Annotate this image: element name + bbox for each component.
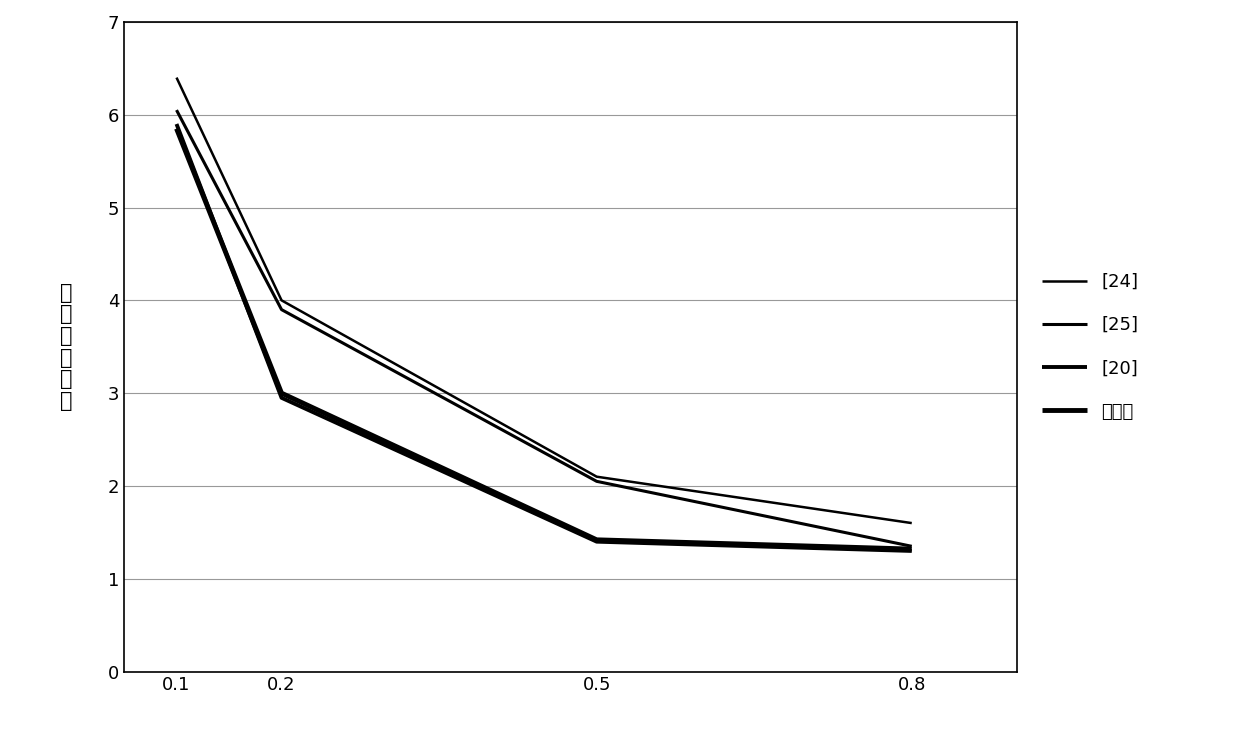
Line: 本发明: 本发明 bbox=[176, 128, 911, 549]
Line: [24]: [24] bbox=[176, 77, 911, 523]
[25] bbox=[169, 106, 184, 115]
[25] bbox=[589, 477, 604, 485]
Line: [20]: [20] bbox=[176, 124, 911, 551]
本发明 bbox=[274, 389, 289, 398]
[25] bbox=[274, 305, 289, 314]
Line: [25]: [25] bbox=[176, 110, 911, 546]
本发明 bbox=[589, 535, 604, 544]
Y-axis label: 时
滞
稳
定
裕
度: 时 滞 稳 定 裕 度 bbox=[60, 283, 72, 411]
[24] bbox=[904, 519, 919, 528]
[24] bbox=[589, 472, 604, 481]
[20] bbox=[274, 393, 289, 402]
[20] bbox=[589, 537, 604, 546]
[25] bbox=[904, 542, 919, 550]
[24] bbox=[274, 296, 289, 304]
[20] bbox=[904, 547, 919, 556]
本发明 bbox=[904, 545, 919, 553]
[20] bbox=[169, 120, 184, 128]
本发明 bbox=[169, 124, 184, 133]
Legend: [24], [25], [20], 本发明: [24], [25], [20], 本发明 bbox=[1034, 266, 1146, 428]
[24] bbox=[169, 73, 184, 82]
